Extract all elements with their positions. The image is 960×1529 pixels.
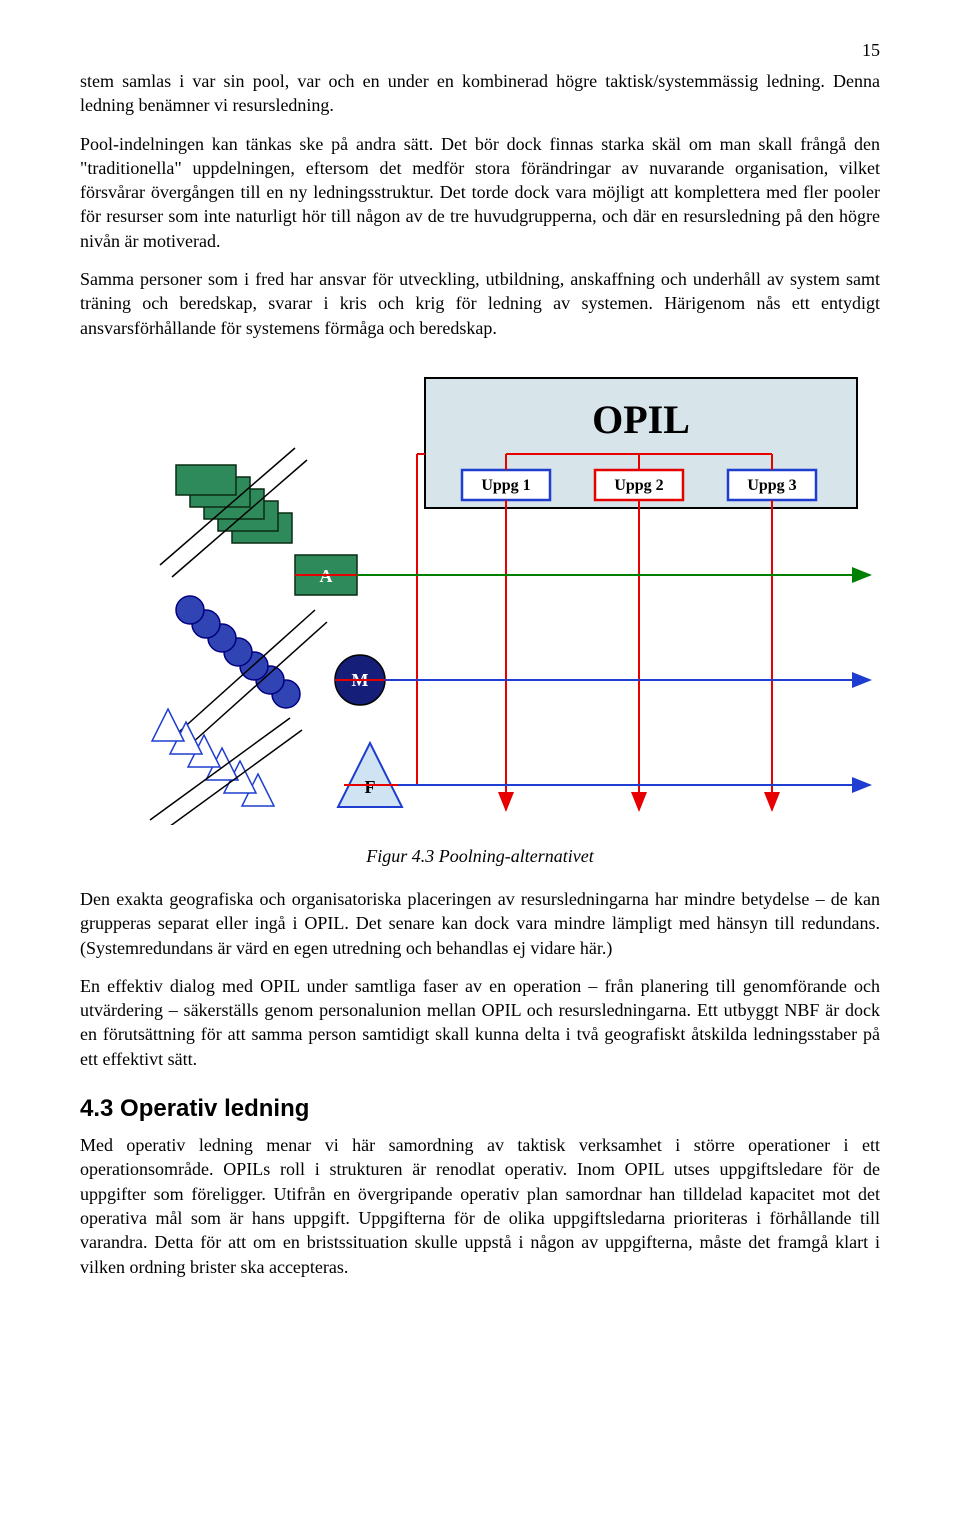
svg-text:OPIL: OPIL [592,397,690,442]
svg-text:Uppg 3: Uppg 3 [747,477,796,494]
paragraph-6: Med operativ ledning menar vi här samord… [80,1133,880,1279]
paragraph-1: stem samlas i var sin pool, var och en u… [80,69,880,118]
paragraph-3: Samma personer som i fred har ansvar för… [80,267,880,340]
page-number: 15 [80,40,880,61]
figure-caption: Figur 4.3 Poolning-alternativet [80,846,880,867]
diagram-svg: OPILUppg 1Uppg 2Uppg 3AMF [80,370,880,825]
svg-text:Uppg 2: Uppg 2 [614,477,663,494]
section-heading-4-3: 4.3 Operativ ledning [80,1095,880,1123]
svg-text:F: F [365,777,376,797]
document-page: 15 stem samlas i var sin pool, var och e… [0,0,960,1353]
paragraph-5: En effektiv dialog med OPIL under samtli… [80,974,880,1071]
paragraph-2: Pool-indelningen kan tänkas ske på andra… [80,132,880,253]
paragraph-4: Den exakta geografiska och organisatoris… [80,887,880,960]
figure-pooling-diagram: OPILUppg 1Uppg 2Uppg 3AMF [80,370,880,830]
svg-text:Uppg 1: Uppg 1 [481,477,530,494]
